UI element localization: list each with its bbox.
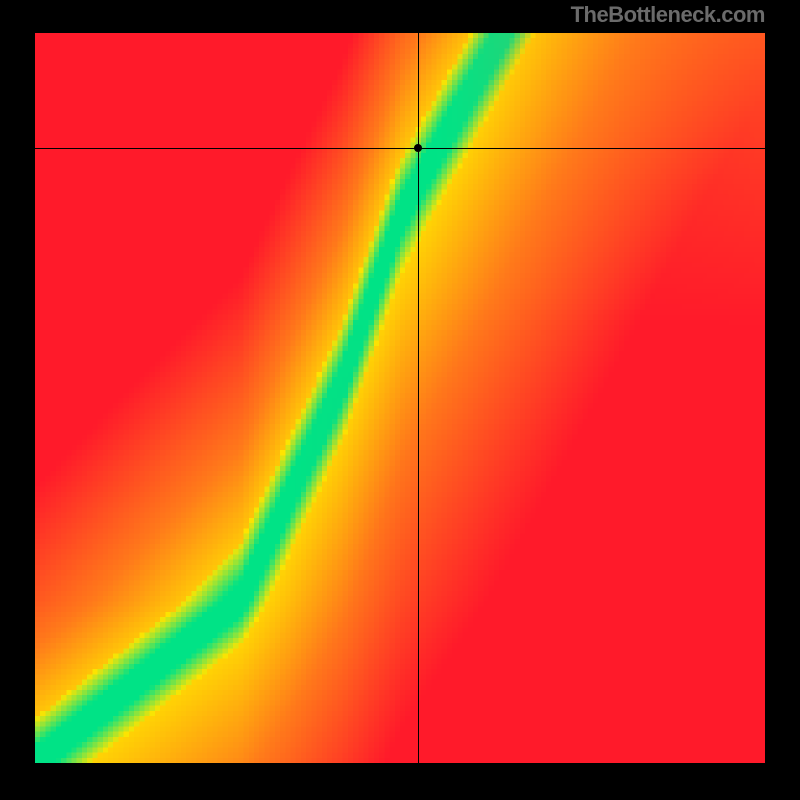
- plot-area: [35, 33, 765, 763]
- crosshair-marker: [414, 144, 422, 152]
- watermark-label: TheBottleneck.com: [571, 2, 765, 28]
- crosshair-horizontal: [35, 148, 765, 149]
- heatmap-canvas: [35, 33, 765, 763]
- chart-container: TheBottleneck.com: [0, 0, 800, 800]
- crosshair-vertical: [418, 33, 419, 763]
